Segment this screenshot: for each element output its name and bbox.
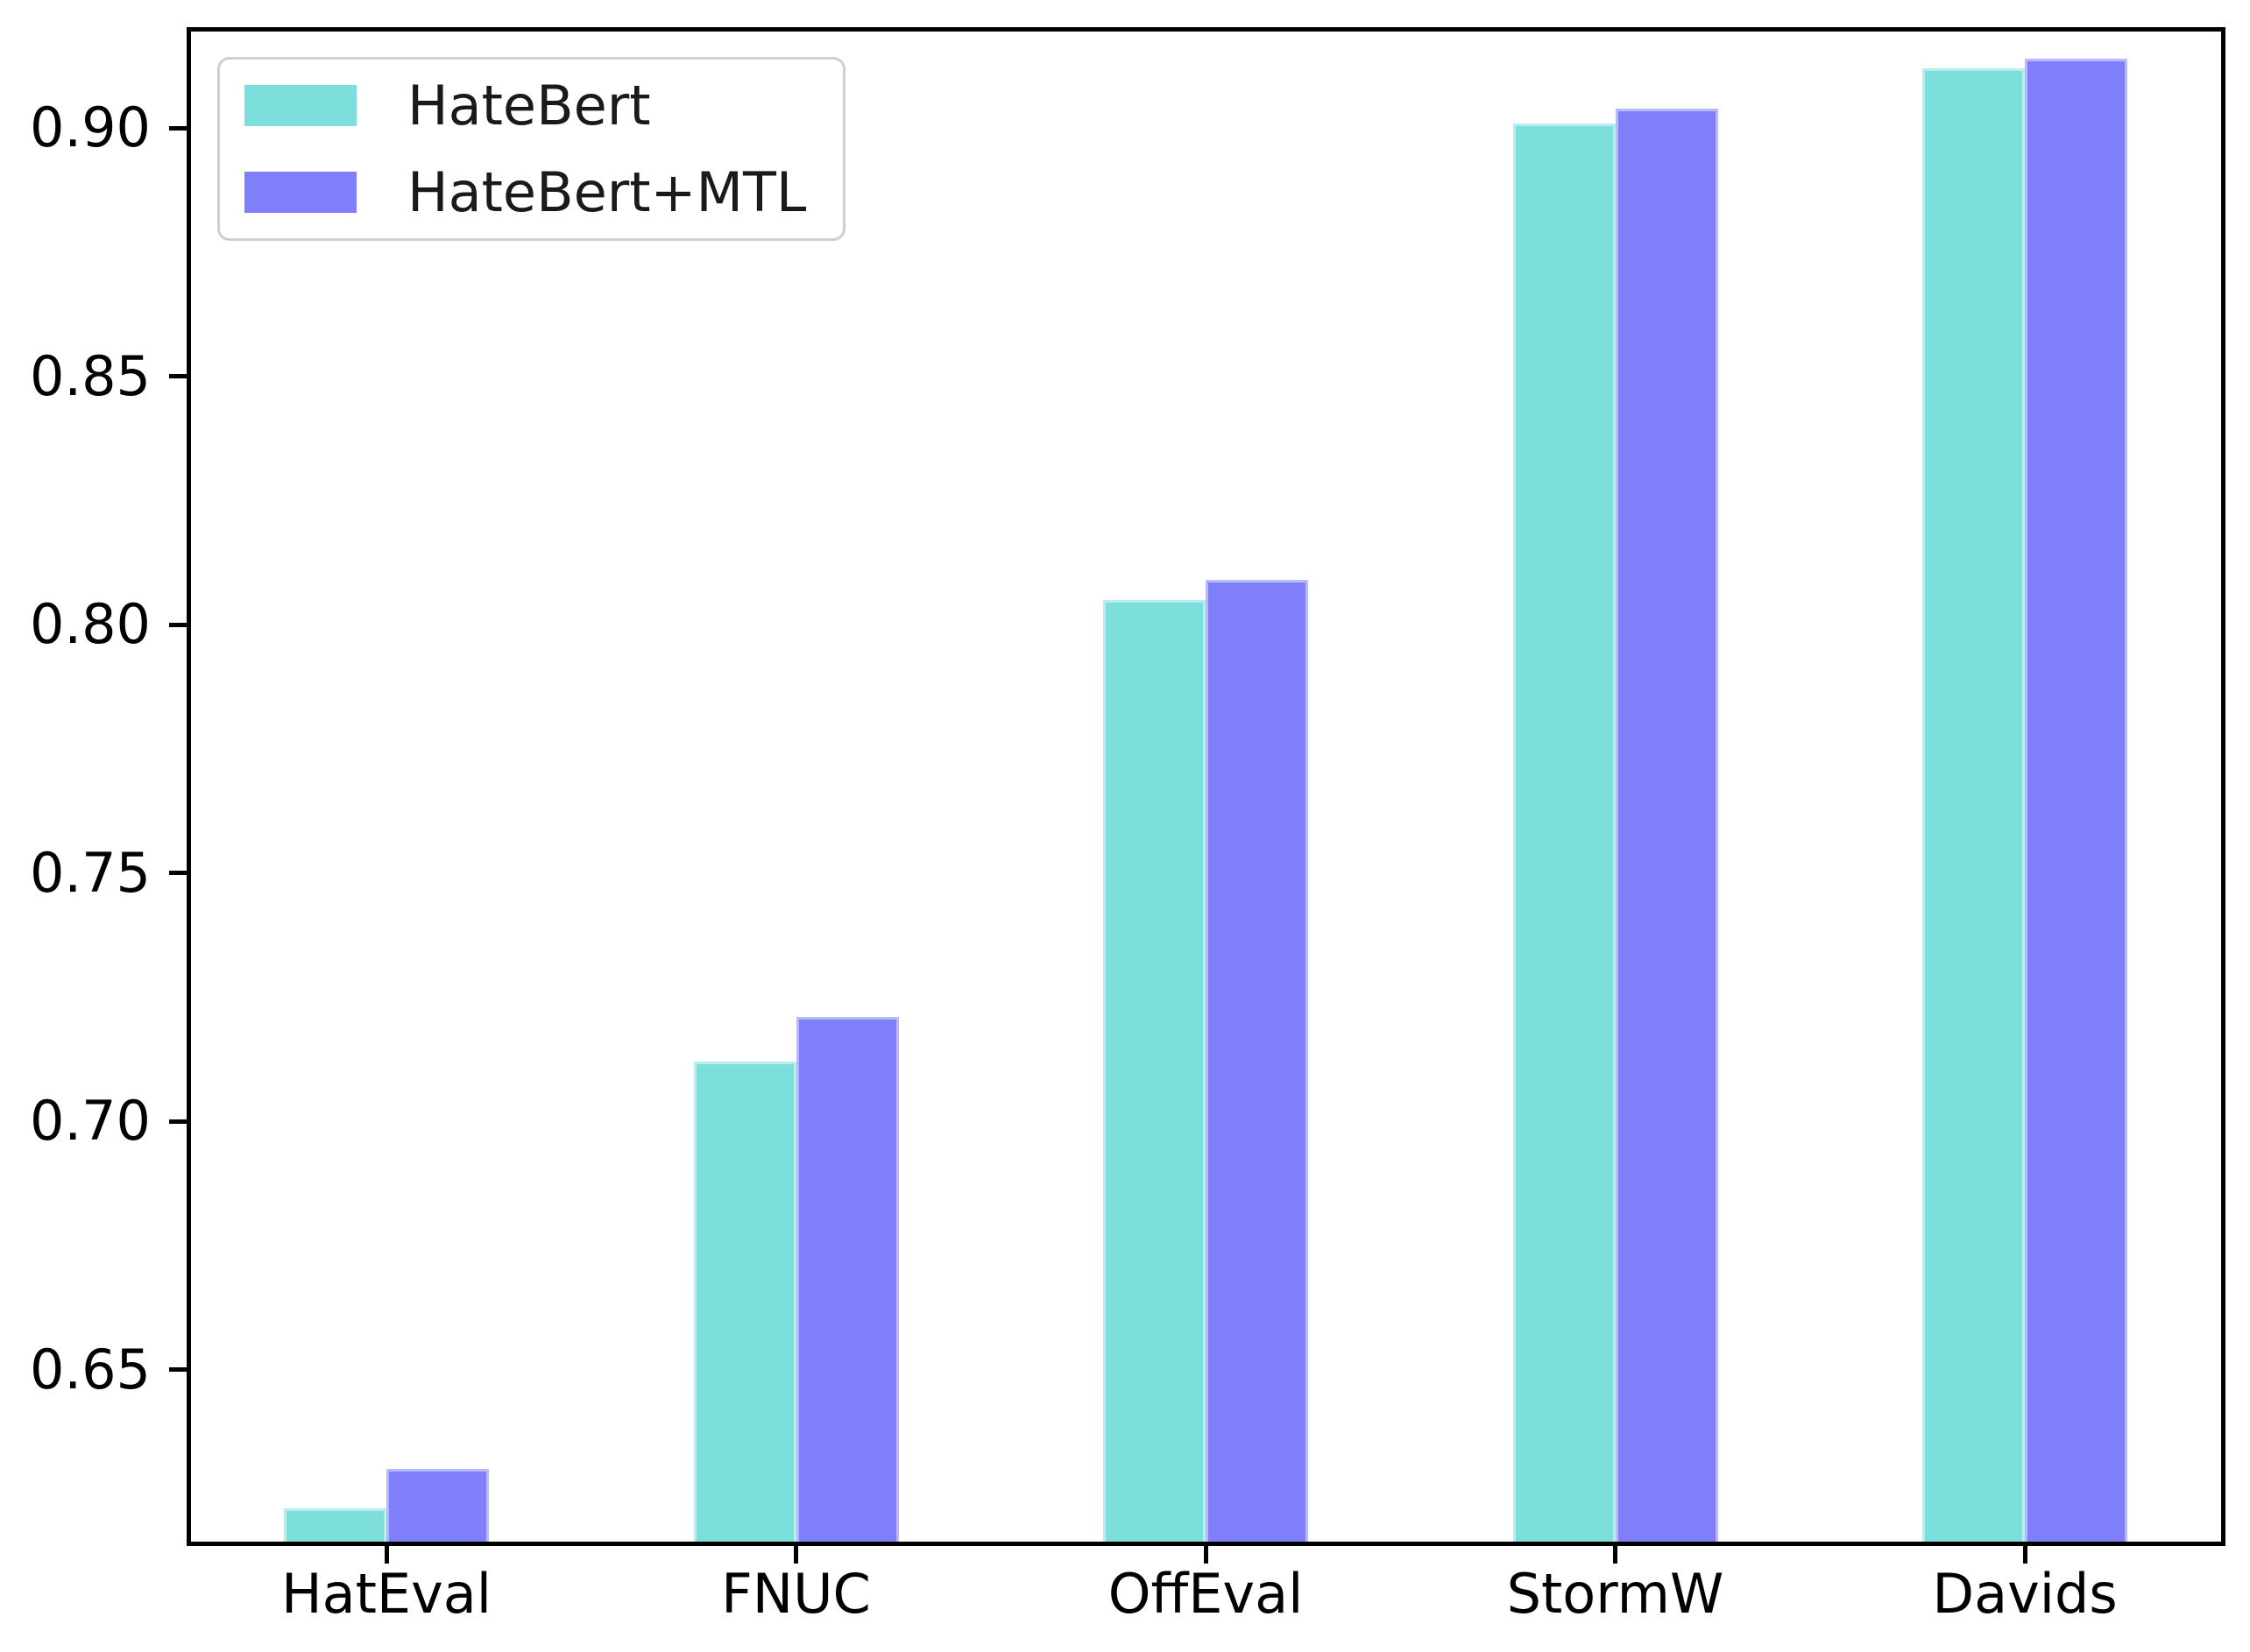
x-tick-mark — [2022, 1543, 2027, 1564]
legend-item-hatebert-mtl: HateBert+MTL — [244, 165, 818, 219]
y-tick-mark — [169, 1119, 188, 1124]
y-tick-label: 0.85 — [29, 343, 151, 408]
y-tick-label: 0.65 — [29, 1337, 151, 1401]
bar-hatebert-stormw — [1512, 123, 1616, 1542]
bar-hatebert-mtl-offeval — [1206, 580, 1308, 1542]
bar-hatebert-mtl-davids — [2025, 59, 2127, 1542]
y-tick-label: 0.75 — [29, 840, 151, 905]
bar-hatebert-mtl-hateval — [386, 1468, 489, 1542]
legend-label-hatebert-mtl: HateBert+MTL — [407, 159, 807, 224]
legend-color-swatch-hatebert — [244, 85, 357, 126]
legend-color-swatch-hatebert-mtl — [244, 172, 357, 213]
y-tick-label: 0.70 — [29, 1089, 151, 1154]
bar-hatebert-fnuc — [693, 1062, 796, 1542]
y-tick-mark — [169, 125, 188, 131]
bar-hatebert-mtl-fnuc — [796, 1017, 899, 1542]
y-tick-label: 0.80 — [29, 592, 151, 657]
y-tick-mark — [169, 871, 188, 876]
x-tick-label: Davids — [1932, 1562, 2118, 1626]
x-tick-mark — [794, 1543, 798, 1564]
x-tick-label: HatEval — [280, 1562, 492, 1626]
x-tick-label: OffEval — [1107, 1562, 1304, 1626]
x-tick-label: StormW — [1506, 1562, 1724, 1626]
legend-label-hatebert: HateBert — [407, 73, 651, 138]
y-tick-mark — [169, 1367, 188, 1373]
x-tick-label: FNUC — [721, 1562, 871, 1626]
legend-item-hatebert: HateBert — [244, 78, 818, 132]
y-tick-mark — [169, 622, 188, 627]
x-tick-mark — [384, 1543, 389, 1564]
x-tick-mark — [1613, 1543, 1617, 1564]
legend: HateBert HateBert+MTL — [217, 57, 846, 241]
y-tick-label: 0.90 — [29, 95, 151, 160]
bar-hatebert-davids — [1922, 68, 2025, 1542]
y-tick-mark — [169, 374, 188, 379]
bar-hatebert-offeval — [1103, 599, 1206, 1542]
bar-hatebert-hateval — [284, 1508, 386, 1542]
x-tick-mark — [1203, 1543, 1208, 1564]
bar-hatebert-mtl-stormw — [1615, 108, 1718, 1542]
